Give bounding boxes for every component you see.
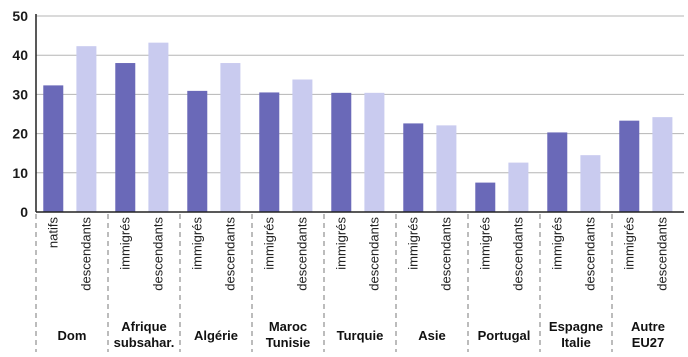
bar-sublabel: immigrés xyxy=(189,217,204,270)
bar xyxy=(259,92,280,212)
bar xyxy=(331,92,352,212)
y-tick-label: 0 xyxy=(20,204,28,220)
bar-sublabel: descendants xyxy=(366,217,381,291)
bar-sublabel: immigrés xyxy=(549,217,564,270)
bar-sublabel: immigrés xyxy=(621,217,636,270)
group-label: Espagne Italie xyxy=(549,319,603,350)
group-label: Maroc Tunisie xyxy=(266,319,311,350)
bar-sublabel: immigrés xyxy=(405,217,420,270)
bar xyxy=(76,46,97,213)
group-label: Portugal xyxy=(478,328,531,343)
bar xyxy=(547,132,568,212)
bar-sublabel: descendants xyxy=(294,217,309,291)
bar-sublabel: descendants xyxy=(438,217,453,291)
bar xyxy=(364,92,385,212)
bar-sublabel: descendants xyxy=(510,217,525,291)
bar xyxy=(436,125,457,212)
group-label: Turquie xyxy=(337,328,384,343)
bars xyxy=(43,42,673,213)
bar-sublabel: immigrés xyxy=(333,217,348,270)
bar xyxy=(220,63,241,212)
bar-sublabel: natifs xyxy=(45,217,60,249)
grid-lines xyxy=(36,15,684,174)
axes xyxy=(35,14,684,213)
group-label: Algérie xyxy=(194,328,238,343)
y-tick-label: 30 xyxy=(12,86,28,102)
bar xyxy=(619,120,640,212)
bar xyxy=(580,155,601,212)
bar xyxy=(43,85,64,212)
group-label: Dom xyxy=(58,328,87,343)
bar xyxy=(475,182,496,212)
bar xyxy=(292,79,313,212)
bar-sublabel: descendants xyxy=(654,217,669,291)
bar-sublabel: descendants xyxy=(78,217,93,291)
bar xyxy=(652,117,673,212)
bar xyxy=(148,42,169,212)
group-dividers xyxy=(35,214,613,352)
y-tick-labels: 0 10 20 30 40 50 xyxy=(12,8,28,220)
bar-sublabel: immigrés xyxy=(117,217,132,270)
bar xyxy=(187,90,208,212)
group-label: Autre EU27 xyxy=(631,319,665,350)
y-tick-label: 40 xyxy=(12,47,28,63)
bar-sublabel: descendants xyxy=(150,217,165,291)
group-labels: Dom Afrique subsahar. Algérie Maroc Tunisie Tu… xyxy=(58,319,665,350)
bar xyxy=(508,162,529,212)
bar-sublabel: immigrés xyxy=(261,217,276,270)
y-tick-label: 10 xyxy=(12,165,28,181)
bar xyxy=(403,123,424,212)
bar-sublabel: immigrés xyxy=(477,217,492,270)
y-tick-label: 20 xyxy=(12,126,28,142)
bar xyxy=(115,63,136,212)
group-label: Afrique subsahar. xyxy=(114,319,175,350)
bar-sublabels: natifs descendants immigrés descendants immi… xyxy=(45,217,669,291)
bar-sublabel: descendants xyxy=(582,217,597,291)
bar-sublabel: descendants xyxy=(222,217,237,291)
group-label: Asie xyxy=(418,328,445,343)
y-tick-label: 50 xyxy=(12,8,28,24)
